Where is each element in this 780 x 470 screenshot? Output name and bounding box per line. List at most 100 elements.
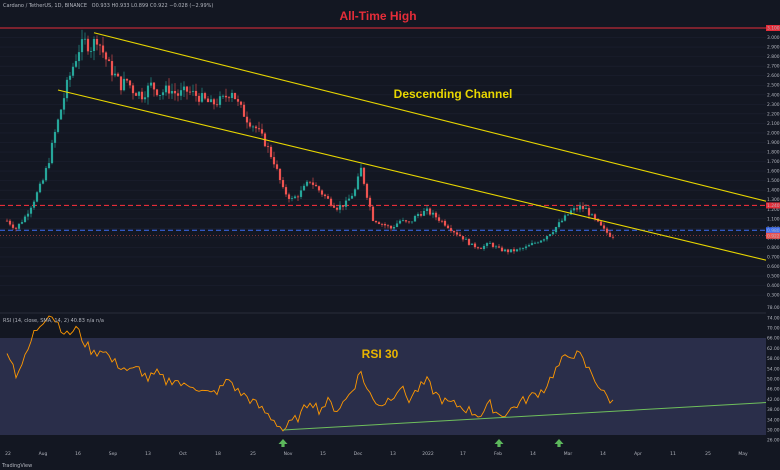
candle-body	[344, 200, 348, 207]
candle-body	[521, 248, 525, 249]
price-tick-label: 2.800	[767, 54, 780, 60]
candle-body	[278, 168, 282, 181]
candle-body	[191, 90, 195, 92]
candle-body	[602, 225, 606, 229]
candle-body	[590, 214, 594, 216]
candle-body	[536, 242, 540, 244]
candle-body	[125, 78, 129, 81]
candle-body	[269, 146, 273, 158]
candle-body	[194, 90, 198, 96]
price-tick-label: 0.700	[767, 254, 780, 260]
candle-body	[8, 220, 12, 225]
candle-body	[50, 142, 54, 164]
level-tag-bg	[766, 202, 780, 209]
candle-body	[293, 196, 297, 199]
level-tag: 1.240	[767, 203, 780, 209]
candle-body	[239, 101, 243, 105]
candle-body	[299, 190, 303, 197]
price-tick-label: 0.500	[767, 274, 780, 280]
candle-body	[401, 220, 405, 222]
candle-body	[419, 214, 423, 216]
candle-body	[584, 208, 588, 209]
time-tick-label: 11	[670, 451, 676, 457]
candle-body	[386, 225, 390, 227]
candle-body	[230, 92, 234, 98]
candle-body	[290, 198, 294, 200]
candle-body	[101, 45, 105, 53]
candle-body	[119, 76, 123, 91]
time-axis[interactable]	[0, 447, 766, 470]
rsi-tick-label: 54.00	[767, 366, 780, 372]
candle-body	[398, 220, 402, 224]
price-tick-label: 1.200	[767, 207, 780, 213]
ohlc-values: O0.933 H0.933 L0.899 C0.922 −0.028 (−2.9…	[92, 3, 214, 9]
candle-body	[515, 249, 519, 252]
candle-body	[410, 221, 414, 223]
candle-body	[203, 93, 207, 99]
candle-body	[134, 93, 138, 96]
candle-body	[209, 99, 213, 103]
rsi-trendline	[282, 401, 780, 431]
candle-body	[47, 163, 51, 169]
level-tag: 3.100	[767, 26, 780, 32]
candle-body	[611, 236, 615, 238]
candle-body	[608, 232, 612, 237]
candle-body	[539, 240, 543, 243]
candle-body	[179, 90, 183, 96]
time-axis-ticks: 22 Aug 16 Sep 13 Oct 18 25 Nov 15 Dec 13 2022 17 Feb 14…	[5, 451, 748, 457]
candle-body	[461, 236, 465, 240]
candle-body	[266, 146, 270, 148]
candle-body	[140, 91, 144, 100]
rsi-tick-label: 74.00	[767, 315, 780, 321]
up-arrow-icon	[554, 439, 564, 449]
candle-body	[254, 126, 258, 129]
candle-body	[314, 184, 318, 187]
candle-body	[326, 196, 330, 199]
candle-body	[395, 223, 399, 227]
candle-body	[59, 109, 63, 120]
price-tick-label: 1.900	[767, 140, 780, 146]
time-tick-label: Nov	[284, 451, 293, 457]
candle-body	[473, 243, 477, 248]
candle-body	[5, 220, 9, 222]
candle-body	[470, 243, 474, 245]
up-arrow-icon	[278, 439, 288, 449]
candle-body	[182, 86, 186, 91]
candle-body	[491, 242, 495, 247]
candle-body	[284, 187, 288, 195]
candle-body	[206, 98, 210, 103]
candle-body	[404, 220, 408, 222]
candle-body	[323, 194, 327, 197]
price-tick-label: 1.800	[767, 150, 780, 156]
candle-body	[464, 238, 468, 240]
candle-body	[527, 245, 531, 247]
candle-body	[224, 95, 228, 98]
candle-body	[221, 95, 225, 97]
candle-body	[512, 249, 516, 252]
candle-body	[563, 215, 567, 221]
candle-body	[122, 78, 126, 91]
candle-body	[11, 224, 15, 228]
candle-body	[161, 92, 165, 96]
candle-body	[560, 220, 564, 223]
candle-body	[425, 208, 429, 212]
level-tag-bg	[766, 227, 780, 234]
candle-body	[110, 61, 114, 76]
candle-body	[212, 99, 216, 105]
candle-body	[347, 198, 351, 201]
time-tick-label: Dec	[354, 451, 363, 457]
time-tick-label: Aug	[39, 451, 48, 457]
candle-body	[389, 225, 393, 229]
grid	[0, 27, 766, 296]
price-tick-label: 2.700	[767, 64, 780, 70]
candle-body	[242, 104, 246, 117]
candle-body	[215, 104, 219, 106]
price-tick-label: 1.300	[767, 197, 780, 203]
time-tick-label: 14	[530, 451, 536, 457]
candle-body	[332, 205, 336, 208]
candle-body	[137, 91, 141, 96]
candle-body	[479, 248, 483, 250]
candle-body	[392, 226, 396, 229]
candle-body	[95, 38, 99, 45]
